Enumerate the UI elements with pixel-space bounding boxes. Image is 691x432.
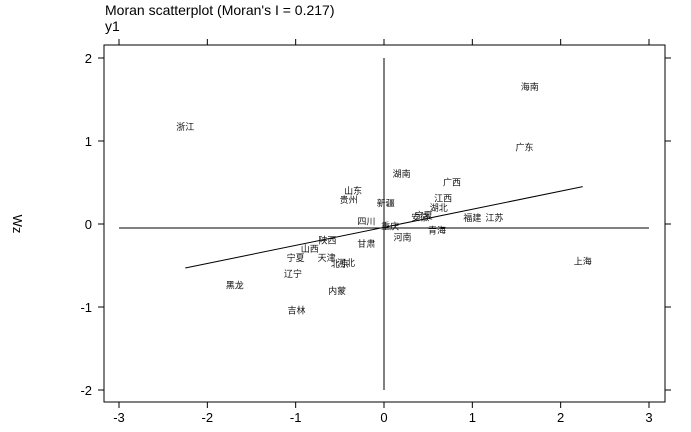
data-point: 宁夏	[287, 252, 305, 264]
data-point: 内蒙	[328, 285, 346, 297]
data-point: 上海	[574, 255, 592, 267]
data-point: 青海	[428, 225, 446, 237]
data-point: 陕西	[318, 235, 336, 247]
y-tick-label: 2	[85, 51, 92, 66]
data-point: 新疆	[377, 197, 395, 209]
data-point: 宁夏	[415, 210, 433, 222]
data-point: 四川	[357, 218, 375, 228]
data-point: 山西	[301, 244, 319, 255]
regression-line-group	[185, 186, 583, 269]
data-point: 河南	[394, 231, 412, 243]
data-point: 安徽	[411, 211, 429, 223]
x-tick-label: -1	[290, 410, 302, 425]
data-point: 湖南	[393, 168, 411, 180]
y-tick-label: 0	[85, 217, 92, 232]
x-tick-label: -2	[202, 410, 214, 425]
chart-title: Moran scatterplot (Moran's I = 0.217)	[105, 2, 335, 18]
data-point: 黑龙	[226, 279, 244, 291]
x-tick-label: 3	[645, 410, 652, 425]
regression-line	[185, 186, 583, 269]
y-tick-label: -1	[80, 300, 92, 315]
x-tick-label: 2	[557, 410, 564, 425]
data-point: 河北	[337, 257, 355, 269]
data-point: 贵州	[340, 194, 358, 206]
data-point: 重庆	[381, 220, 399, 232]
y-tick-label: -2	[80, 383, 92, 398]
data-point: 海南	[521, 81, 539, 93]
y-axis: -2 -1 0 1 2	[80, 51, 671, 398]
data-point: 江西	[434, 193, 452, 204]
data-point: 广西	[443, 177, 461, 189]
data-point: 天津	[318, 253, 336, 264]
x-axis-label: z	[381, 428, 388, 432]
data-point: 浙江	[176, 121, 194, 133]
data-point: 湖北	[430, 203, 448, 214]
x-tick-label: 1	[469, 410, 476, 425]
x-tick-label: -3	[113, 410, 125, 425]
data-point: 甘肃	[357, 238, 375, 250]
data-point: 吉林	[288, 304, 306, 316]
data-point: 福建	[463, 212, 481, 224]
x-tick-label: 0	[380, 410, 387, 425]
data-point: 江苏	[485, 212, 503, 224]
x-axis: -3 -2 -1 0 1 2 3	[113, 39, 653, 425]
data-point: 辽宁	[284, 268, 302, 280]
data-point: 广东	[515, 142, 533, 154]
y-tick-label: 1	[85, 134, 92, 149]
chart-subtitle: y1	[105, 18, 120, 34]
y-axis-label: Wz	[10, 215, 25, 234]
data-point: 北京	[331, 258, 349, 270]
data-point: 山东	[344, 185, 362, 197]
reference-lines	[119, 58, 649, 390]
